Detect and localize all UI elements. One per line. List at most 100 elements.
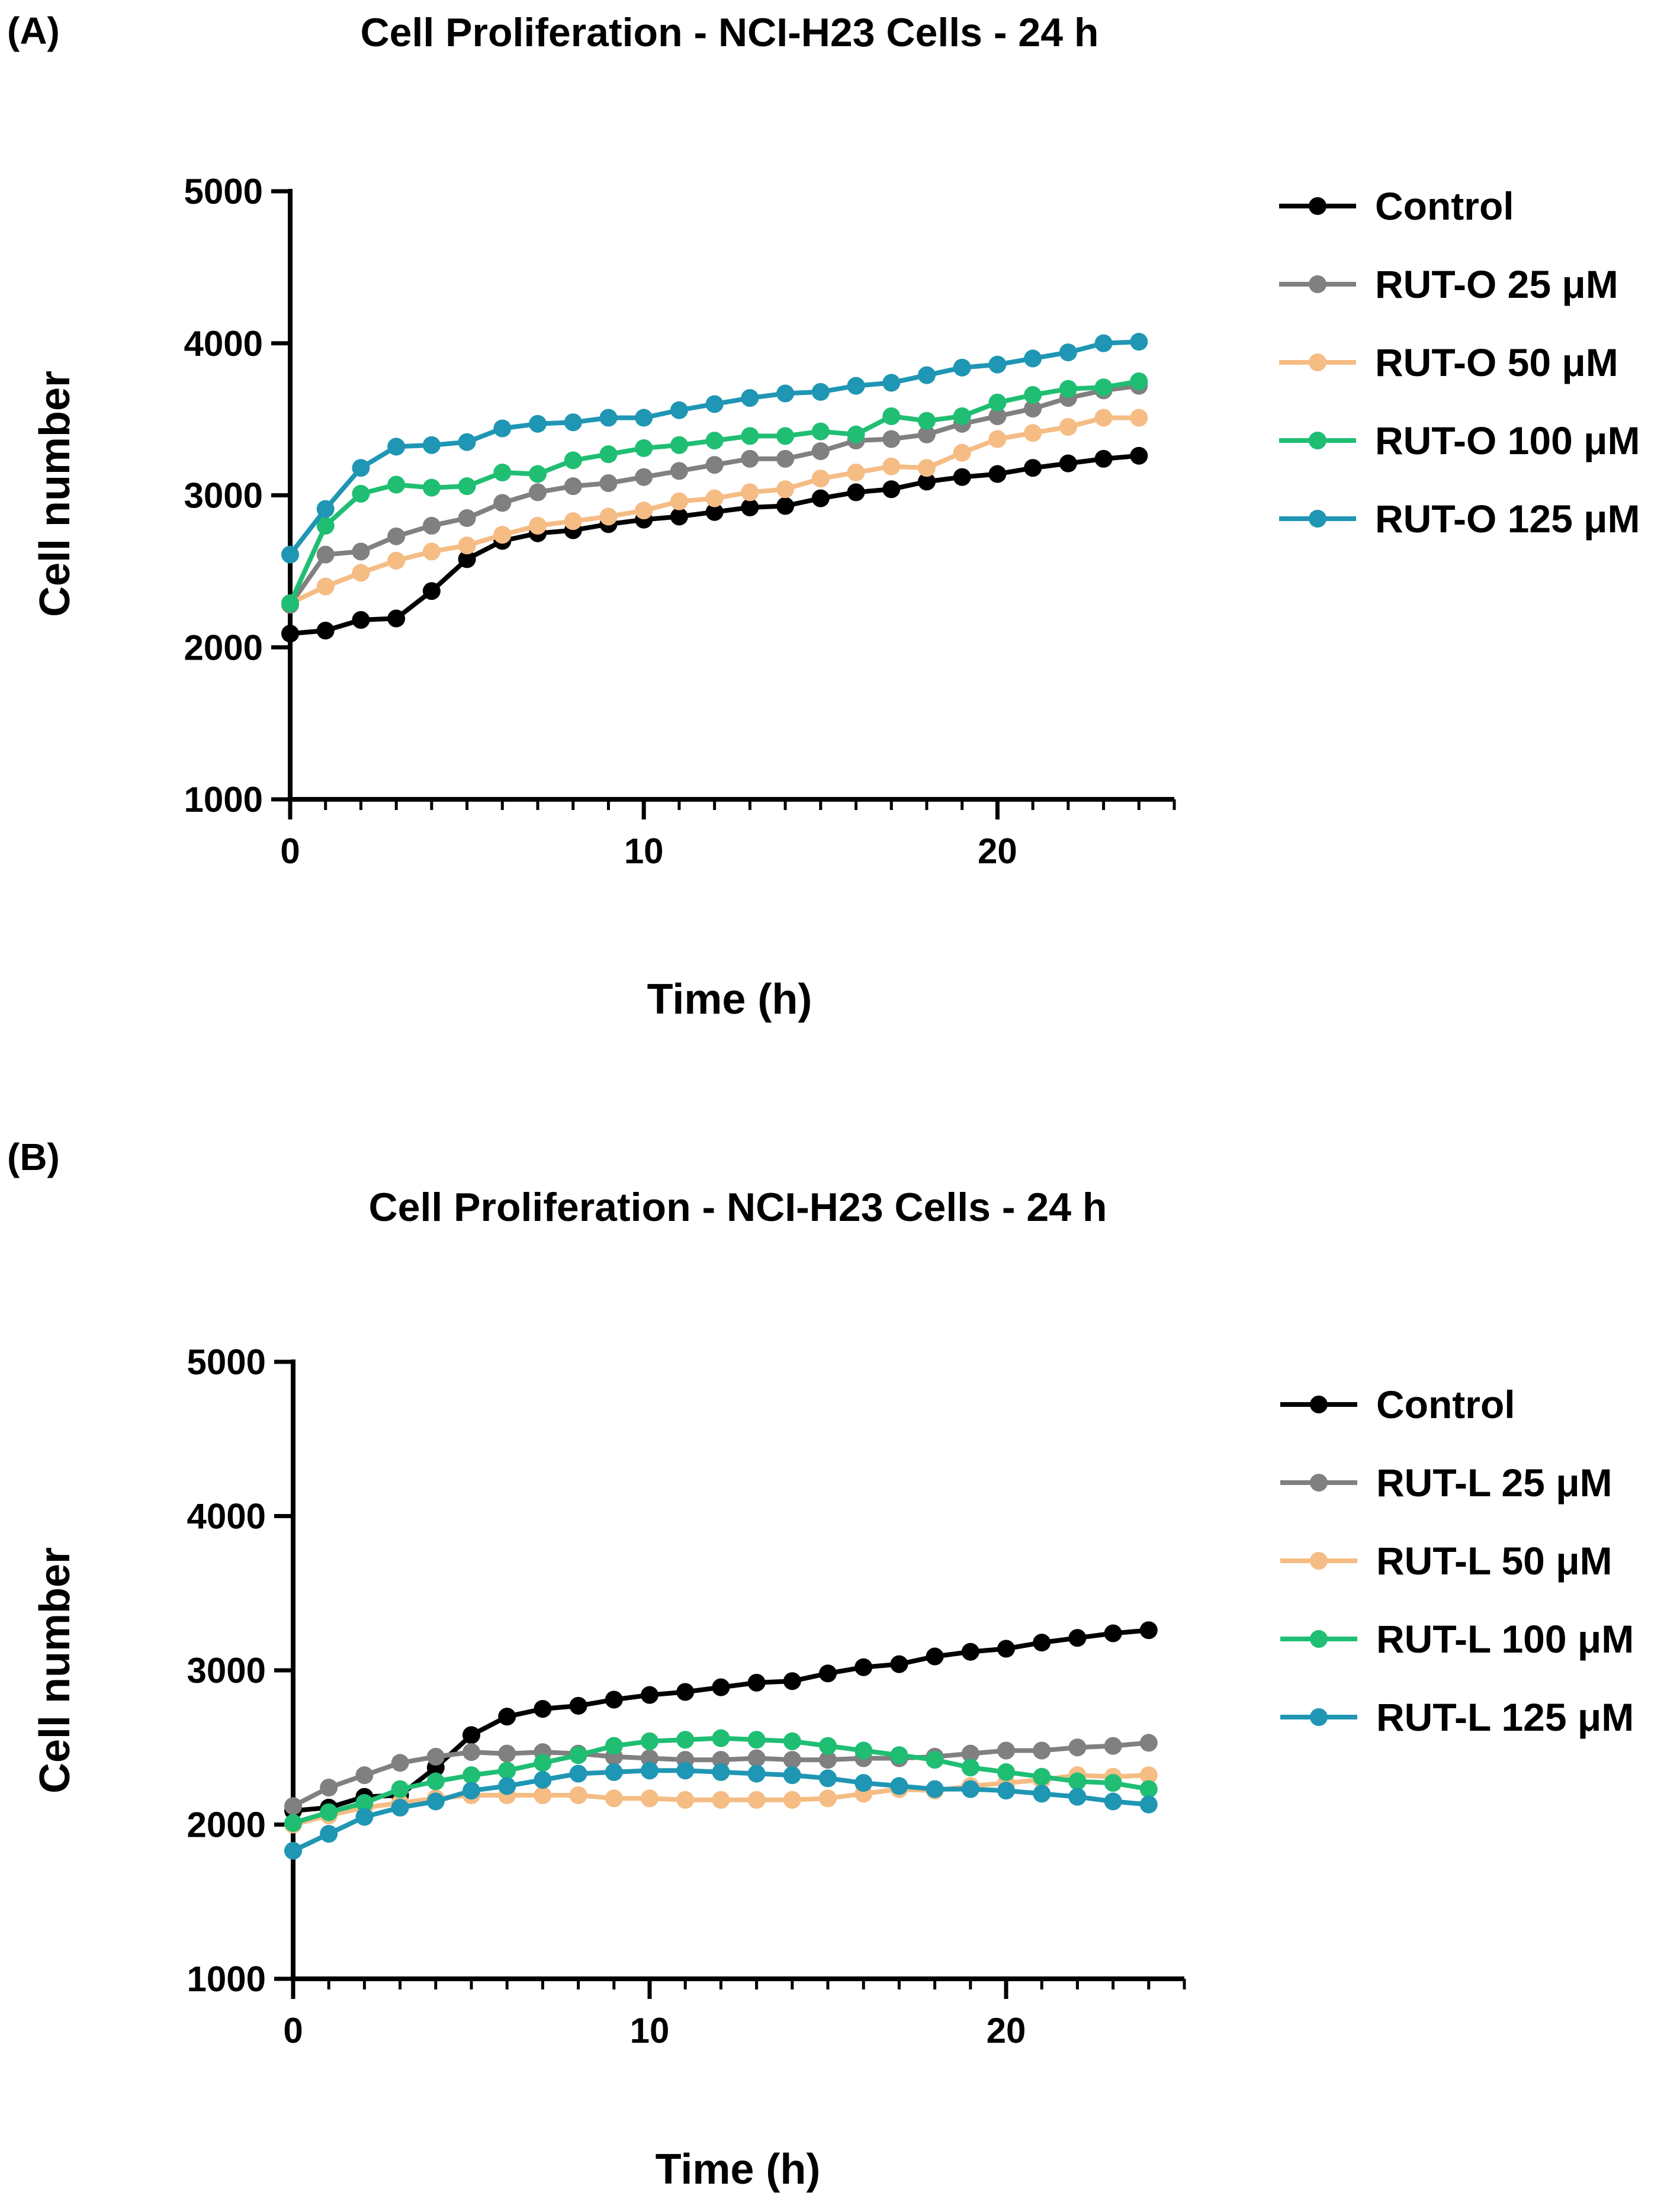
data-point — [705, 456, 724, 474]
data-point — [641, 1732, 658, 1750]
legend-marker — [1310, 1630, 1328, 1648]
data-point — [387, 609, 406, 628]
data-point — [1104, 1774, 1122, 1792]
data-point — [355, 1766, 374, 1785]
data-point — [534, 1700, 552, 1718]
data-point — [422, 582, 441, 600]
data-point — [534, 1786, 552, 1805]
data-point — [281, 594, 299, 612]
panel-b-xlabel: Time (h) — [656, 2146, 821, 2193]
data-point — [819, 1789, 837, 1808]
data-point — [498, 1762, 516, 1780]
legend-marker — [1310, 1474, 1328, 1492]
data-point — [890, 1777, 908, 1795]
data-point — [635, 502, 653, 520]
data-point — [320, 1803, 338, 1821]
x-tick-label: 10 — [624, 831, 664, 871]
data-point — [635, 439, 653, 457]
legend-item: Control — [1279, 184, 1514, 228]
data-point — [776, 480, 795, 499]
data-point — [712, 1678, 730, 1696]
data-point — [926, 1751, 944, 1769]
panel-b-ylabel: Cell number — [31, 1547, 79, 1793]
data-point — [847, 377, 865, 395]
panel-a-xlabel: Time (h) — [647, 976, 812, 1023]
data-point — [988, 407, 1007, 425]
data-point — [284, 1841, 302, 1860]
data-point — [988, 430, 1007, 448]
data-point — [953, 468, 971, 486]
data-point — [783, 1791, 801, 1809]
series-rut-o-100-m — [281, 372, 1148, 612]
data-point — [529, 414, 547, 433]
data-point — [1033, 1741, 1051, 1760]
data-point — [569, 1764, 587, 1783]
data-point — [847, 463, 865, 481]
data-point — [316, 577, 335, 596]
data-point — [961, 1744, 979, 1763]
data-point — [741, 389, 759, 407]
data-point — [776, 427, 795, 445]
data-point — [462, 1726, 480, 1744]
data-point — [926, 1647, 944, 1666]
data-point — [391, 1798, 409, 1817]
panel-a-axes: 1000 2000 3000 4000 5000 0 10 20 — [184, 172, 1176, 871]
panel-a-series — [281, 333, 1148, 643]
panel-a-title: Cell Proliferation - NCI-H23 Cells - 24 … — [361, 10, 1099, 55]
legend-item: RUT-O 125 μM — [1279, 497, 1640, 541]
data-point — [1094, 334, 1113, 352]
y-tick-label: 4000 — [187, 1497, 266, 1537]
legend-marker — [1310, 1552, 1328, 1570]
data-point — [670, 401, 688, 419]
data-point — [1130, 372, 1148, 390]
data-point — [458, 509, 476, 528]
data-point — [1059, 343, 1077, 362]
legend-label: RUT-O 25 μM — [1375, 262, 1618, 306]
data-point — [284, 1814, 302, 1832]
data-point — [1059, 454, 1077, 472]
panel-a-legend: Control RUT-O 25 μM RUT-O 50 μM RUT-O 100 μ… — [1279, 184, 1640, 541]
data-point — [564, 477, 582, 496]
data-point — [641, 1749, 658, 1767]
data-point — [1068, 1772, 1087, 1791]
data-point — [355, 1808, 374, 1826]
data-point — [1024, 386, 1042, 404]
data-point — [599, 507, 618, 526]
data-point — [1139, 1795, 1158, 1814]
y-tick-label: 5000 — [187, 1342, 266, 1382]
series-rut-l-100-m — [284, 1729, 1158, 1832]
legend-marker — [1309, 353, 1326, 371]
series-line — [290, 453, 1139, 637]
series-control — [281, 446, 1148, 643]
data-point — [712, 1729, 730, 1747]
data-point — [811, 489, 830, 507]
data-point — [953, 358, 971, 377]
data-point — [352, 459, 370, 477]
data-point — [1068, 1788, 1087, 1806]
data-point — [988, 465, 1007, 483]
y-tick-label: 4000 — [184, 324, 263, 364]
data-point — [599, 474, 618, 492]
legend-marker — [1310, 1708, 1328, 1726]
data-point — [747, 1731, 766, 1749]
data-point — [493, 419, 512, 438]
data-point — [705, 432, 724, 450]
y-tick-label: 1000 — [184, 780, 263, 819]
panel-b-series — [284, 1621, 1158, 1860]
data-point — [783, 1751, 801, 1769]
data-point — [1033, 1767, 1051, 1786]
data-point — [635, 409, 653, 427]
legend-label: RUT-L 125 μM — [1376, 1695, 1634, 1739]
data-point — [534, 1770, 552, 1789]
data-point — [741, 427, 759, 445]
data-point — [1130, 409, 1148, 427]
data-point — [741, 449, 759, 468]
data-point — [1094, 409, 1113, 427]
data-point — [605, 1690, 623, 1709]
data-point — [811, 382, 830, 401]
legend-item: RUT-L 100 μM — [1280, 1617, 1634, 1661]
data-point — [599, 409, 618, 427]
data-point — [316, 622, 335, 640]
legend-label: RUT-L 100 μM — [1376, 1617, 1634, 1661]
